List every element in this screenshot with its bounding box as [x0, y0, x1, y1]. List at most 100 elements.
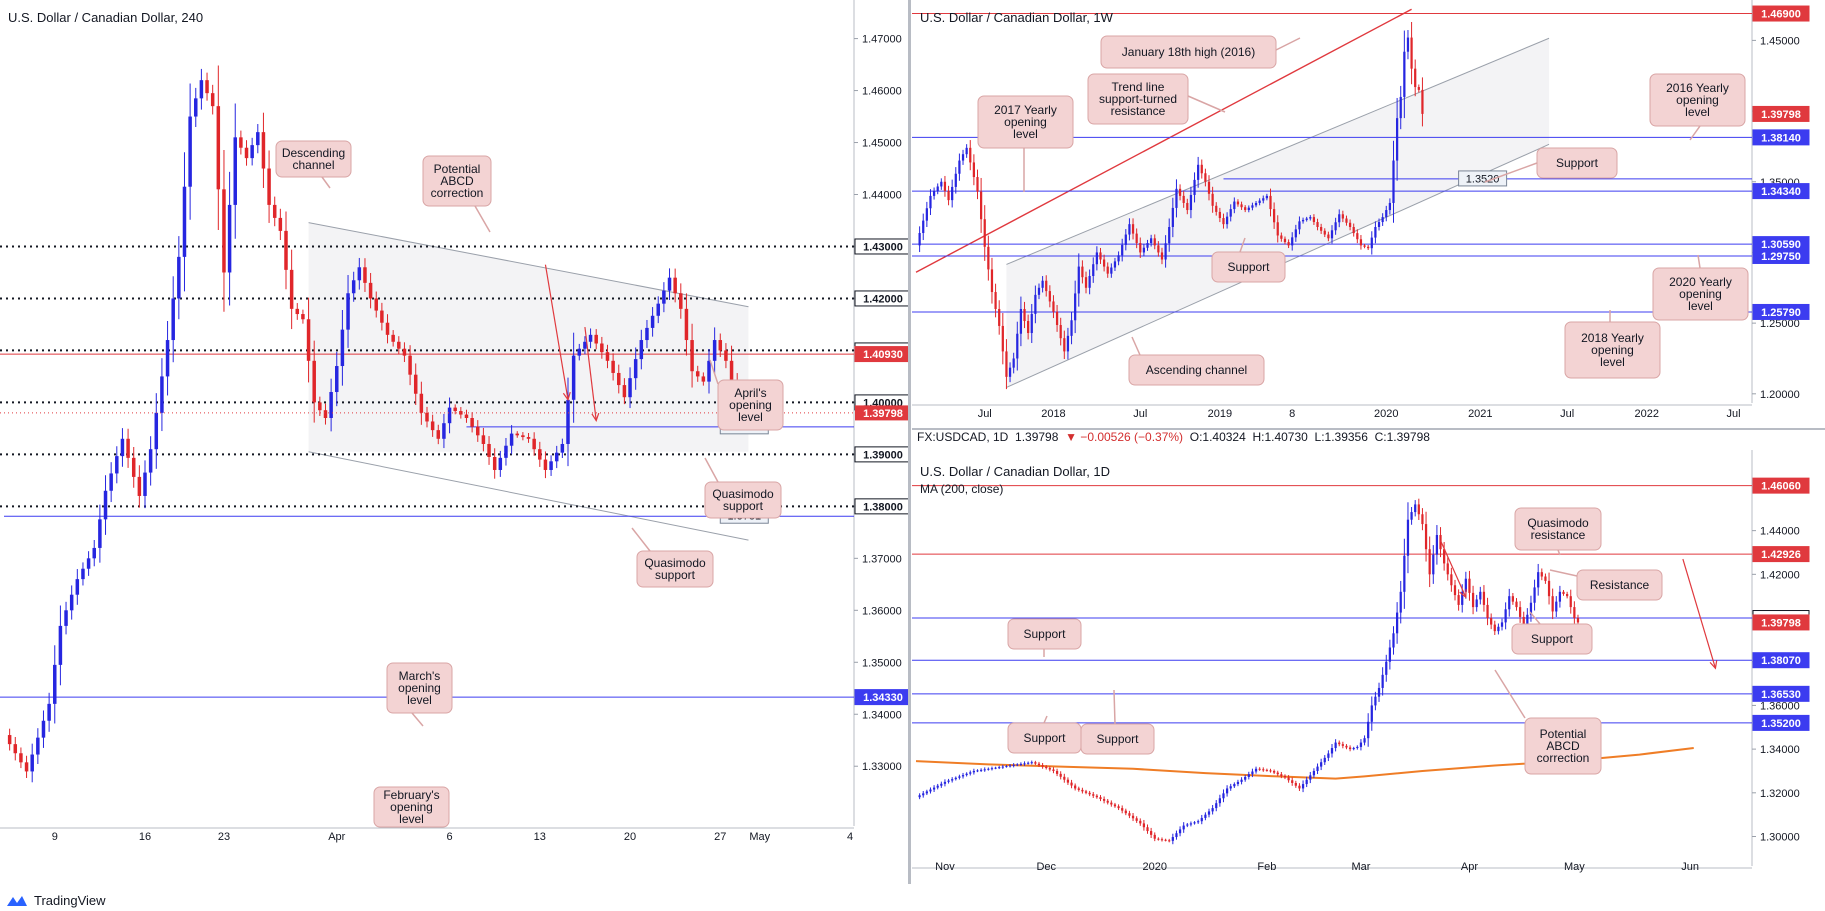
candle-body — [1088, 276, 1091, 288]
candle-body — [1395, 118, 1399, 161]
candle-body — [1153, 834, 1156, 839]
annotation-box — [1524, 717, 1602, 775]
candle-body — [588, 334, 593, 342]
candle-body — [1193, 822, 1196, 824]
abcd-arrow-head — [591, 412, 600, 422]
candle-body — [1464, 578, 1467, 592]
candle-body — [1204, 814, 1207, 818]
candle-body — [1168, 840, 1171, 842]
candle-body — [1421, 514, 1424, 525]
weekly-chart-panel[interactable]: 1.450001.400001.350001.300001.250001.200… — [912, 0, 1825, 428]
candle-body — [1569, 596, 1572, 608]
candle-body — [1269, 195, 1272, 210]
annotation-text: correction — [1537, 751, 1590, 765]
candle-body — [1164, 243, 1167, 260]
candle-body — [86, 558, 91, 569]
price-tag-label: 1.46060 — [1761, 481, 1801, 493]
candle-body — [1110, 802, 1113, 805]
annotation-text: Support — [1023, 731, 1066, 745]
price-tag-box — [1752, 546, 1810, 563]
candle-body — [509, 433, 514, 446]
candle-body — [1048, 768, 1051, 770]
candle-body — [1254, 202, 1258, 206]
candle-body — [1182, 825, 1185, 830]
candle-body — [120, 438, 125, 457]
y-tick-label: 1.20000 — [1760, 389, 1800, 401]
x-tick-label: 23 — [218, 831, 230, 843]
annotation-text: opening — [729, 398, 772, 412]
candle-body — [1374, 226, 1377, 238]
candle-body — [1320, 762, 1323, 767]
x-tick-label: 8 — [1289, 408, 1295, 420]
candle-body — [1388, 647, 1391, 662]
y-tick-label: 1.32000 — [1760, 788, 1800, 800]
price-tag-box — [1752, 652, 1810, 669]
label-pointer — [1529, 611, 1541, 625]
candle-body — [13, 744, 18, 754]
candle-body — [983, 769, 986, 771]
annotation-text: Support — [1023, 627, 1066, 641]
candle-body — [278, 217, 283, 231]
candle-body — [990, 768, 994, 770]
annotation-box — [1087, 73, 1189, 125]
candle-body — [75, 579, 80, 595]
candle-body — [695, 371, 700, 377]
candle-body — [1066, 335, 1070, 352]
x-tick-label: 13 — [534, 831, 546, 843]
candle-body — [1414, 68, 1417, 88]
candle-body — [69, 594, 74, 611]
candle-body — [571, 355, 576, 400]
annotation-text: 2020 Yearly — [1669, 275, 1732, 289]
abcd-arrow-head — [1459, 589, 1467, 599]
candle-body — [1262, 769, 1265, 771]
candle-body — [1421, 89, 1424, 114]
candle-body — [972, 162, 975, 178]
candle-body — [1327, 234, 1330, 239]
candle-body — [1457, 595, 1460, 605]
candle-body — [295, 308, 300, 315]
candle-body — [1139, 243, 1142, 253]
candle-body — [1446, 563, 1449, 575]
candle-body — [1121, 244, 1124, 256]
candle-body — [1576, 618, 1580, 623]
tradingview-logo[interactable]: TradingView — [6, 893, 106, 908]
candle-body — [216, 106, 221, 190]
candle-body — [1023, 308, 1026, 322]
candle-body — [402, 348, 407, 356]
candle-body — [979, 191, 983, 220]
candle-body — [940, 783, 943, 786]
candle-body — [98, 519, 102, 548]
candle-body — [1236, 201, 1240, 205]
candle-body — [1197, 821, 1200, 823]
candle-body — [1262, 198, 1265, 201]
label-pointer — [321, 176, 331, 189]
candle-body — [617, 372, 621, 386]
x-tick-label: 2020 — [1374, 408, 1398, 420]
annotation-box — [1080, 723, 1155, 755]
label-pointer — [1239, 237, 1246, 253]
close-value: C:1.39798 — [1374, 430, 1430, 444]
candle-body — [987, 768, 990, 770]
candle-body — [1363, 245, 1366, 247]
candle-body — [188, 116, 192, 187]
daily-chart[interactable]: 1.440001.420001.400001.380001.360001.340… — [912, 450, 1825, 884]
trend-line-resistance — [915, 8, 1412, 273]
candle-body — [994, 292, 997, 309]
channel-upper-line — [1006, 37, 1550, 265]
h4-chart[interactable]: 1.47000 1.46000 1.45000 1.44000 1.43000 1.420… — [0, 0, 908, 884]
price-tag-box — [1752, 614, 1810, 631]
weekly-chart[interactable]: 1.450001.400001.350001.300001.250001.200… — [912, 0, 1825, 428]
candle-body — [543, 459, 548, 470]
annotation-box — [422, 155, 492, 207]
h4-chart-panel[interactable]: 1.47000 1.46000 1.45000 1.44000 1.43000 1.420… — [0, 0, 908, 884]
candle-body — [1186, 202, 1189, 211]
annotation-text: Support — [1531, 632, 1574, 646]
vertical-divider[interactable] — [908, 0, 911, 884]
horizontal-divider[interactable] — [912, 428, 1825, 430]
candle-body — [1363, 738, 1366, 743]
annotation-text: resistance — [1111, 104, 1166, 118]
y-tick-label: 1.25000 — [1760, 318, 1800, 330]
candle-body — [436, 430, 441, 439]
daily-chart-panel[interactable]: 1.440001.420001.400001.380001.360001.340… — [912, 450, 1825, 884]
candle-body — [408, 355, 412, 375]
